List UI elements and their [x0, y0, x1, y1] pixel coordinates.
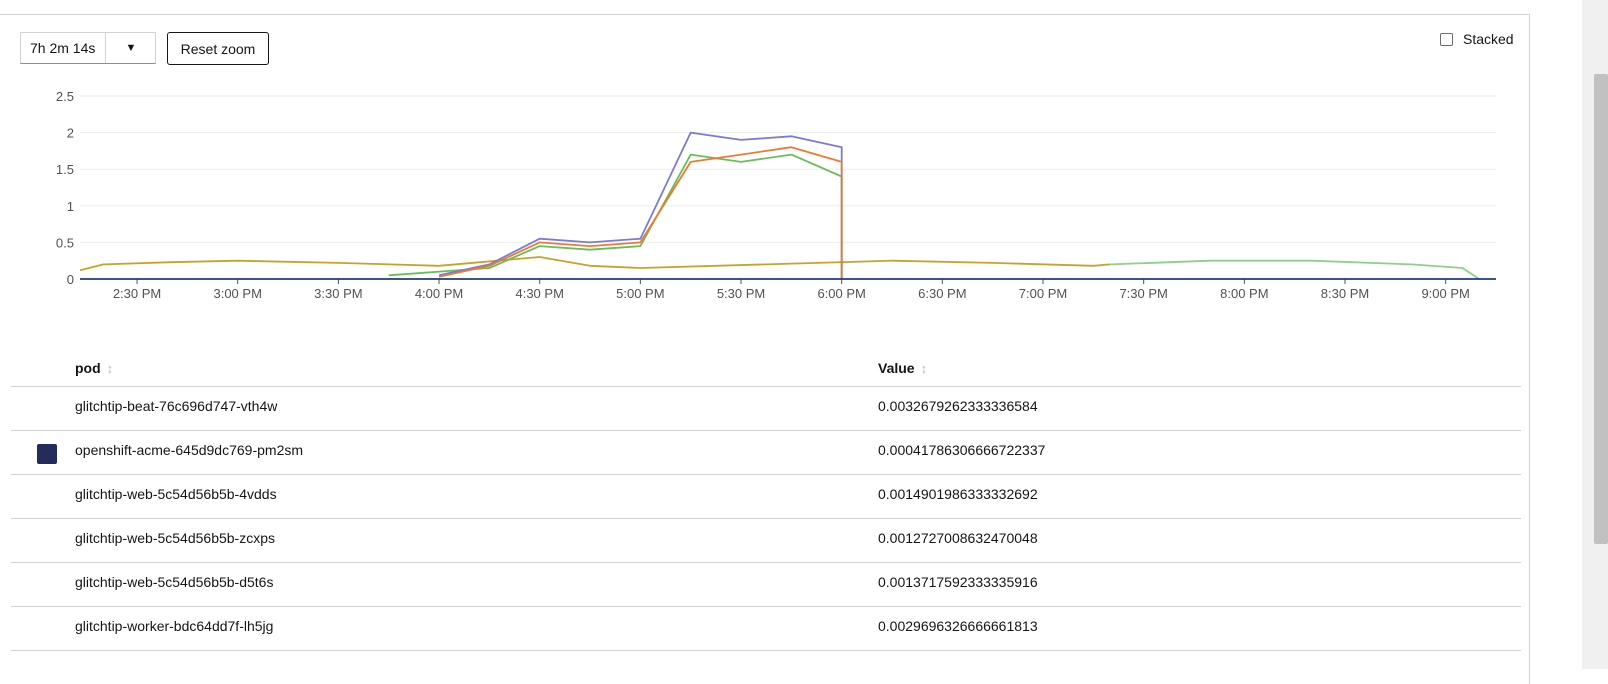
series-line — [438, 146, 843, 279]
sort-icon[interactable]: ↕ — [106, 360, 114, 376]
value-cell: 0.0032679262333336584 — [878, 398, 1038, 414]
y-tick-label: 0.5 — [56, 235, 74, 250]
pod-name-cell: glitchtip-beat-76c696d747-vth4w — [75, 398, 278, 414]
pod-column-header[interactable]: pod ↕ — [75, 360, 114, 376]
x-tick-label: 2:30 PM — [113, 286, 161, 301]
x-tick-label: 4:00 PM — [415, 286, 463, 301]
x-tick-label: 8:00 PM — [1220, 286, 1268, 301]
series-line — [1110, 259, 1480, 280]
pod-name-cell: glitchtip-web-5c54d56b5b-zcxps — [75, 530, 275, 546]
stacked-toggle[interactable]: Stacked — [1440, 31, 1514, 47]
caret-down-icon[interactable]: ▼ — [105, 33, 156, 63]
table-row[interactable]: glitchtip-beat-76c696d747-vth4w 0.0032679… — [11, 387, 1521, 431]
table-row[interactable]: glitchtip-web-5c54d56b5b-4vdds 0.00149019… — [11, 475, 1521, 519]
pod-table: pod ↕ Value ↕ glitchtip-beat-76c696d747-… — [11, 345, 1521, 651]
y-tick-label: 1 — [67, 199, 74, 214]
y-tick-label: 2 — [67, 126, 74, 141]
series-line — [438, 131, 843, 279]
metrics-chart[interactable]: 0 0.5 1 1.5 2 2.5 2:30 PM 3:00 PM 3:30 PM 4:00 PM… — [0, 0, 1608, 330]
pod-name-cell: openshift-acme-645d9dc769-pm2sm — [75, 442, 304, 458]
y-tick-label: 0 — [67, 272, 74, 287]
series-line — [388, 153, 843, 279]
x-tick-label: 8:30 PM — [1321, 286, 1369, 301]
table-row[interactable]: glitchtip-web-5c54d56b5b-zcxps 0.00127270… — [11, 519, 1521, 563]
time-range-value: 7h 2m 14s — [30, 40, 96, 56]
query-panel — [0, 14, 1530, 684]
value-cell: 0.0014901986333332692 — [878, 486, 1038, 502]
reset-zoom-button[interactable]: Reset zoom — [167, 32, 269, 65]
table-row[interactable]: openshift-acme-645d9dc769-pm2sm 0.0004178… — [11, 431, 1521, 475]
scrollbar-thumb[interactable] — [1594, 74, 1608, 544]
pod-name-cell: glitchtip-worker-bdc64dd7f-lh5jg — [75, 618, 274, 634]
x-tick-label: 5:30 PM — [717, 286, 765, 301]
x-tick-label: 6:30 PM — [918, 286, 966, 301]
table-row[interactable]: glitchtip-web-5c54d56b5b-d5t6s 0.00137175… — [11, 563, 1521, 607]
y-tick-label: 1.5 — [56, 162, 74, 177]
x-tick-label: 6:00 PM — [817, 286, 865, 301]
x-tick-label: 4:30 PM — [515, 286, 563, 301]
x-tick-label: 9:00 PM — [1421, 286, 1469, 301]
time-range-dropdown[interactable]: 7h 2m 14s ▼ — [20, 32, 156, 64]
table-row[interactable]: glitchtip-worker-bdc64dd7f-lh5jg 0.002969… — [11, 607, 1521, 651]
series-color-swatch[interactable] — [37, 444, 57, 464]
value-cell: 0.0013717592333335916 — [878, 574, 1038, 590]
value-cell: 0.0012727008632470048 — [878, 530, 1038, 546]
x-tick-label: 3:00 PM — [213, 286, 261, 301]
x-tick-label: 7:00 PM — [1019, 286, 1067, 301]
x-tick-label: 3:30 PM — [314, 286, 362, 301]
pod-name-cell: glitchtip-web-5c54d56b5b-4vdds — [75, 486, 277, 502]
stacked-checkbox[interactable] — [1440, 32, 1453, 46]
y-tick-label: 2.5 — [56, 89, 74, 104]
value-column-header[interactable]: Value ↕ — [878, 360, 928, 376]
x-tick-label: 5:00 PM — [616, 286, 664, 301]
pod-name-cell: glitchtip-web-5c54d56b5b-d5t6s — [75, 574, 274, 590]
stacked-label: Stacked — [1463, 31, 1514, 47]
value-cell: 0.00041786306666722337 — [878, 442, 1046, 458]
sort-icon[interactable]: ↕ — [920, 360, 928, 376]
value-cell: 0.0029696326666661813 — [878, 618, 1038, 634]
x-tick-label: 7:30 PM — [1119, 286, 1167, 301]
table-header: pod ↕ Value ↕ — [11, 345, 1521, 387]
series-line — [79, 256, 1111, 272]
